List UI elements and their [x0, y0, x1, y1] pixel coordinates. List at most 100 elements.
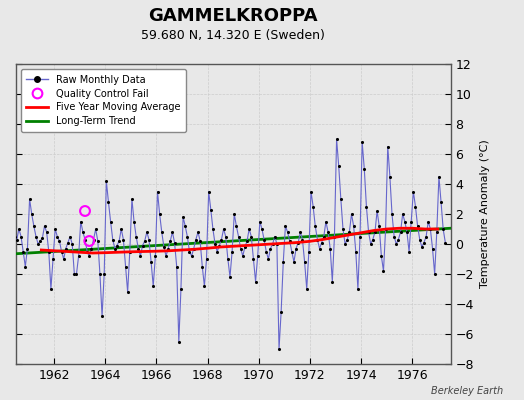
- Point: [104, 199, 113, 205]
- Point: [384, 143, 392, 150]
- Point: [122, 263, 130, 270]
- Point: [4, 199, 13, 205]
- Point: [294, 239, 302, 246]
- Point: [339, 226, 347, 232]
- Point: [143, 229, 151, 235]
- Point: [194, 229, 202, 235]
- Point: [2, 184, 10, 190]
- Point: [371, 229, 379, 235]
- Point: [330, 233, 339, 240]
- Point: [358, 139, 366, 145]
- Point: [350, 223, 358, 229]
- Point: [0, 163, 8, 169]
- Point: [128, 196, 136, 202]
- Point: [375, 223, 384, 229]
- Point: [179, 214, 187, 220]
- Point: [96, 271, 104, 277]
- Point: [379, 268, 388, 274]
- Point: [17, 233, 25, 240]
- Point: [81, 236, 89, 243]
- Point: [126, 248, 134, 255]
- Point: [245, 226, 254, 232]
- Point: [300, 259, 309, 265]
- Point: [34, 241, 42, 247]
- Point: [64, 239, 72, 246]
- Point: [381, 226, 390, 232]
- Point: [277, 308, 286, 315]
- Point: [311, 223, 320, 229]
- Point: [115, 238, 123, 244]
- Point: [192, 236, 200, 243]
- Point: [322, 218, 330, 225]
- Point: [401, 218, 409, 225]
- Point: [204, 188, 213, 195]
- Point: [234, 233, 243, 240]
- Point: [30, 223, 38, 229]
- Point: [138, 242, 147, 249]
- Point: [224, 256, 232, 262]
- Point: [437, 199, 445, 205]
- Point: [360, 166, 368, 172]
- Point: [422, 233, 430, 240]
- Point: [45, 248, 53, 255]
- Point: [230, 211, 238, 217]
- Point: [151, 253, 159, 259]
- Point: [87, 245, 95, 252]
- Point: [270, 233, 279, 240]
- Point: [238, 253, 247, 259]
- Point: [119, 236, 127, 243]
- Point: [6, 229, 15, 235]
- Point: [49, 256, 57, 262]
- Point: [354, 286, 362, 292]
- Point: [373, 208, 381, 214]
- Point: [25, 196, 34, 202]
- Point: [290, 259, 298, 265]
- Point: [74, 253, 83, 259]
- Point: [36, 238, 45, 244]
- Point: [147, 259, 155, 265]
- Point: [113, 242, 121, 249]
- Point: [279, 259, 288, 265]
- Point: [304, 248, 313, 255]
- Text: GAMMELKROPPA: GAMMELKROPPA: [148, 7, 318, 25]
- Point: [15, 226, 23, 232]
- Point: [332, 136, 341, 142]
- Point: [213, 248, 221, 255]
- Point: [411, 203, 420, 210]
- Point: [264, 256, 272, 262]
- Point: [247, 233, 256, 240]
- Point: [275, 346, 283, 352]
- Point: [364, 229, 373, 235]
- Point: [428, 245, 436, 252]
- Point: [313, 236, 322, 243]
- Point: [407, 218, 416, 225]
- Point: [220, 226, 228, 232]
- Point: [79, 229, 87, 235]
- Point: [181, 223, 189, 229]
- Point: [162, 253, 170, 259]
- Point: [209, 226, 217, 232]
- Point: [392, 241, 400, 247]
- Point: [258, 226, 266, 232]
- Point: [200, 283, 209, 289]
- Point: [439, 226, 447, 232]
- Point: [70, 271, 79, 277]
- Point: [228, 248, 236, 255]
- Point: [252, 278, 260, 285]
- Point: [72, 271, 81, 277]
- Point: [158, 229, 166, 235]
- Point: [196, 238, 204, 244]
- Point: [307, 188, 315, 195]
- Point: [111, 245, 119, 252]
- Point: [418, 244, 426, 250]
- Point: [386, 173, 394, 180]
- Point: [55, 238, 63, 244]
- Point: [68, 241, 77, 247]
- Point: [202, 256, 211, 262]
- Point: [356, 233, 364, 240]
- Point: [266, 245, 275, 252]
- Point: [172, 263, 181, 270]
- Point: [309, 203, 318, 210]
- Point: [108, 236, 117, 243]
- Point: [57, 248, 66, 255]
